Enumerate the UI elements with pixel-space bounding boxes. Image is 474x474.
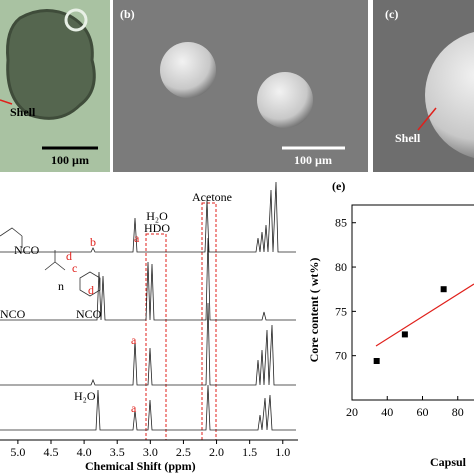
scale-label: 100 µm <box>294 153 332 167</box>
shell-label: Shell <box>395 131 421 145</box>
nmr-panel: Acetone H₂O HDO a b c d n d NCO NCO NCO … <box>0 181 298 473</box>
chart-e: (e) Core content ( wt%) Capsul 70 75 80 85 2… <box>307 179 474 469</box>
x-tick-label: 40 <box>381 405 393 419</box>
peak-label: H₂O <box>146 209 168 223</box>
shell-label: Shell <box>10 105 36 119</box>
structure-label: NCO <box>0 307 26 321</box>
x-tick-label: 1.5 <box>242 445 257 459</box>
sphere <box>425 32 474 158</box>
structure-label: n <box>58 279 64 293</box>
plot-frame <box>351 204 474 401</box>
spectrum <box>0 237 296 321</box>
peak-label: d <box>66 249 72 263</box>
structure <box>0 227 101 297</box>
capsule <box>6 9 96 120</box>
x-axis-label: Chemical Shift (ppm) <box>85 459 196 473</box>
panel-label: (e) <box>332 179 345 193</box>
x-axis-label: Capsul <box>430 455 467 469</box>
arrow <box>0 99 13 105</box>
panel-c: (c) Shell <box>373 0 474 172</box>
micrograph <box>113 0 368 172</box>
panel-label: (c) <box>385 7 398 21</box>
panel-label: (b) <box>120 7 135 21</box>
peak-label: b <box>90 235 96 249</box>
x-tick-label: 2.0 <box>209 445 224 459</box>
peak-label: a <box>134 231 140 245</box>
sphere <box>160 42 216 98</box>
point <box>440 286 447 293</box>
peak-label: c <box>72 261 77 275</box>
y-tick-label: 85 <box>335 216 347 230</box>
spectrum <box>0 302 296 386</box>
panel-a: Shell 100 µm <box>0 0 110 172</box>
peak-label: HDO <box>144 221 170 235</box>
peak-label: Acetone <box>192 190 232 204</box>
x-tick-label: 5.0 <box>10 445 25 459</box>
scale-label: 100 µm <box>51 153 89 167</box>
spectrum <box>0 181 296 253</box>
x-tick-label: 4.5 <box>43 445 58 459</box>
peak-label: H₂O <box>74 389 96 403</box>
panel-b: (b) 100 µm <box>113 0 368 172</box>
structure-label: NCO <box>76 307 102 321</box>
fit-line <box>375 283 474 347</box>
x-tick-label: 80 <box>452 405 464 419</box>
x-tick-label: 60 <box>417 405 429 419</box>
y-tick-label: 70 <box>335 349 347 363</box>
x-tick-label: 3.5 <box>110 445 125 459</box>
x-tick-label: 2.5 <box>176 445 191 459</box>
spectrum <box>0 384 296 431</box>
y-axis-label: Core content ( wt%) <box>307 258 321 363</box>
peak-label: a <box>131 401 137 415</box>
structure-label: NCO <box>14 243 40 257</box>
y-tick-label: 80 <box>335 260 347 274</box>
y-tick-label: 75 <box>335 304 347 318</box>
arrow <box>417 107 437 131</box>
x-tick-label: 20 <box>346 405 358 419</box>
peak-label: d <box>88 283 94 297</box>
bubble <box>64 8 88 32</box>
sphere <box>257 72 313 128</box>
x-tick-label: 4.0 <box>77 445 92 459</box>
point <box>373 358 380 364</box>
point <box>401 331 408 338</box>
peak-label: a <box>131 333 137 347</box>
x-tick-label: 1.0 <box>275 445 290 459</box>
x-tick-label: 3.0 <box>143 445 158 459</box>
